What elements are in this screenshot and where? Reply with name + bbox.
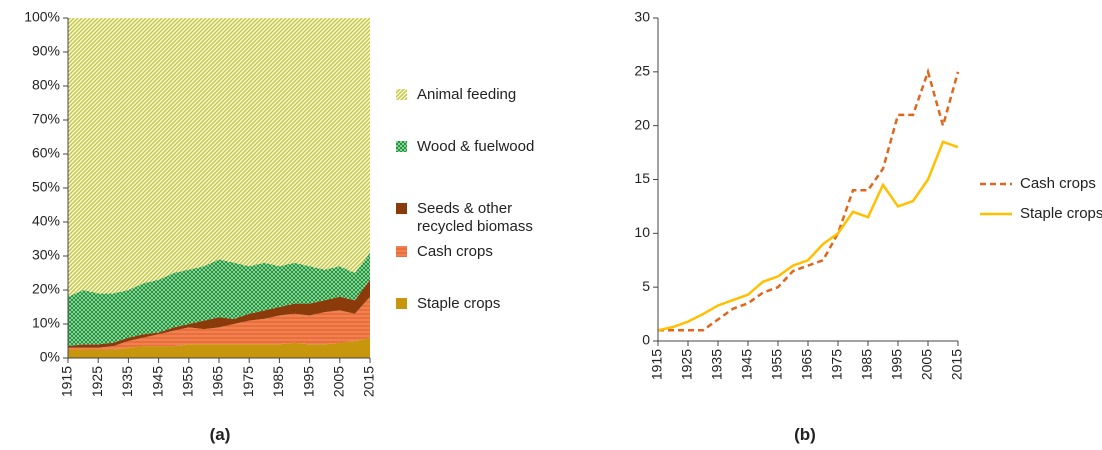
- x-tick-label: 1915: [649, 349, 665, 380]
- x-tick-label: 1925: [89, 366, 105, 397]
- y-tick-label: 60%: [32, 145, 60, 161]
- legend-item: Wood & fuelwood: [395, 138, 565, 156]
- x-tick-label: 1925: [679, 349, 695, 380]
- legend-item: Cash crops: [395, 243, 565, 261]
- legend-swatch-fill: [396, 141, 407, 152]
- x-tick-label: 2015: [949, 349, 965, 380]
- legend-swatch: [396, 89, 407, 100]
- legend-swatch-fill: [396, 298, 407, 309]
- area: [68, 296, 370, 350]
- y-tick-label: 10%: [32, 315, 60, 331]
- legend-swatch: [980, 182, 1012, 186]
- y-tick-label: 25: [634, 63, 650, 79]
- area: [68, 279, 370, 348]
- x-tick-label: 1995: [300, 366, 316, 397]
- legend-swatch: [980, 212, 1012, 216]
- area: [68, 252, 370, 347]
- legend-label: Cash crops: [417, 243, 493, 260]
- x-tick-label: 1965: [210, 366, 226, 397]
- legend-swatch: [396, 203, 407, 214]
- legend-item: Animal feeding: [395, 86, 565, 104]
- x-tick-label: 1995: [889, 349, 905, 380]
- line: [658, 67, 960, 332]
- x-tick-label: 1975: [829, 349, 845, 380]
- x-tick-label: 1945: [149, 366, 165, 397]
- x-tick-label: 1975: [240, 366, 256, 397]
- legend-label: Staple crops: [417, 295, 501, 312]
- x-tick-label: 2015: [361, 366, 377, 397]
- y-tick-label: 30: [634, 9, 650, 25]
- legend-label: Wood & fuelwood: [417, 138, 535, 155]
- legend-label: Animal feeding: [417, 86, 517, 103]
- y-tick-label: 40%: [32, 213, 60, 229]
- x-tick-label: 1955: [180, 366, 196, 397]
- x-tick-label: 1915: [59, 366, 75, 397]
- legend-swatch-fill: [396, 89, 407, 100]
- legend-item: Cash crops: [980, 175, 1102, 193]
- y-tick-label: 15: [634, 170, 650, 186]
- x-tick-label: 1945: [739, 349, 755, 380]
- legend-swatch: [396, 246, 407, 257]
- y-tick-label: 90%: [32, 43, 60, 59]
- y-tick-label: 50%: [32, 179, 60, 195]
- legend-swatch: [396, 141, 407, 152]
- line: [657, 140, 959, 332]
- x-tick-label: 1985: [270, 366, 286, 397]
- legend-label: Staple crops: [1020, 205, 1102, 222]
- legend-item: Seeds & other recycled biomass: [395, 200, 565, 236]
- y-tick-label: 5: [642, 278, 650, 294]
- x-tick-label: 1955: [769, 349, 785, 380]
- y-tick-label: 70%: [32, 111, 60, 127]
- y-tick-label: 10: [634, 224, 650, 240]
- legend-swatch-fill: [396, 246, 407, 257]
- y-tick-label: 30%: [32, 247, 60, 263]
- y-tick-label: 80%: [32, 77, 60, 93]
- y-tick-label: 20%: [32, 281, 60, 297]
- legend-label: Cash crops: [1020, 175, 1096, 192]
- x-tick-label: 1935: [119, 366, 135, 397]
- x-tick-label: 1935: [709, 349, 725, 380]
- legend-item: Staple crops: [980, 205, 1102, 223]
- legend-swatch: [396, 298, 407, 309]
- legend-item: Staple crops: [395, 295, 565, 313]
- x-tick-label: 1985: [859, 349, 875, 380]
- legend-label: Seeds & other recycled biomass: [417, 200, 533, 235]
- y-tick-label: 0%: [40, 349, 60, 365]
- caption: (b): [794, 425, 816, 444]
- caption: (a): [209, 425, 231, 444]
- y-tick-label: 20: [634, 116, 650, 132]
- x-tick-label: 2005: [331, 366, 347, 397]
- y-tick-label: 100%: [24, 9, 60, 25]
- y-tick-label: 0: [642, 332, 650, 348]
- x-tick-label: 1965: [799, 349, 815, 380]
- x-tick-label: 2005: [919, 349, 935, 380]
- legend-swatch-fill: [396, 203, 407, 214]
- area: [68, 18, 370, 297]
